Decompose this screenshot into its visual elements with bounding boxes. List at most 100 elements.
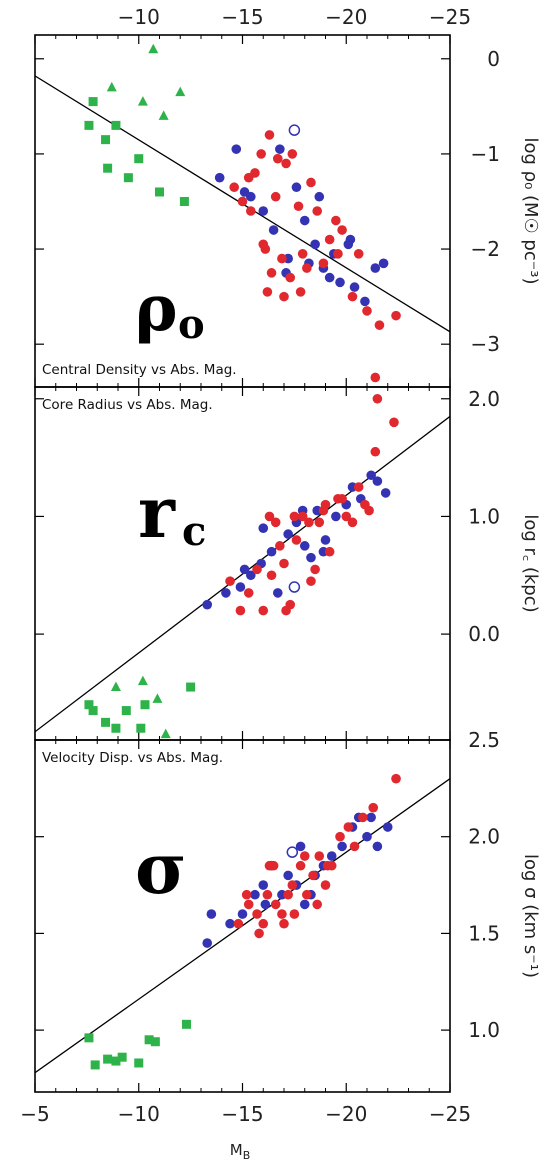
data-point-circle	[304, 517, 314, 528]
data-point-circle	[360, 499, 370, 510]
data-point-circle	[360, 296, 370, 307]
data-point-triangle	[110, 681, 121, 692]
data-point-circle	[362, 306, 372, 316]
y-axis-label: log r꜀ (kpc)	[520, 514, 541, 612]
data-point-circle	[243, 588, 254, 598]
data-point-circle	[333, 249, 343, 259]
data-point-square	[155, 187, 164, 197]
data-point-square	[186, 682, 196, 692]
data-point-circle	[337, 225, 347, 235]
data-point-circle	[324, 546, 335, 557]
data-point-circle	[378, 258, 389, 269]
data-point-circle	[266, 546, 277, 557]
data-point-circle	[281, 605, 291, 616]
data-point-circle	[382, 822, 393, 832]
data-point-circle	[295, 841, 306, 852]
data-point-circle	[243, 899, 254, 910]
data-point-circle	[370, 446, 381, 457]
data-point-circle	[279, 558, 289, 569]
data-point-circle	[391, 310, 401, 321]
data-point-circle	[320, 499, 331, 510]
y-tick-label: −1	[471, 142, 500, 166]
data-point-circle	[252, 564, 262, 575]
data-point-circle	[239, 564, 250, 575]
data-point-circle	[266, 268, 277, 278]
data-point-open	[288, 124, 301, 136]
data-point-circle	[372, 841, 383, 852]
panel-symbol-subscript: o	[178, 301, 205, 348]
data-point-circle	[275, 541, 285, 551]
data-point-circle	[322, 860, 333, 871]
data-point-triangle	[175, 86, 186, 97]
panel-annotation: Central Density vs Abs. Mag.	[42, 362, 237, 378]
data-point-circle	[252, 909, 262, 919]
panel-symbol-subscript: c	[182, 508, 206, 555]
data-points	[84, 393, 399, 739]
data-point-circle	[250, 168, 260, 178]
data-point-circle	[281, 158, 291, 169]
top-axis: −10 −15 −20 −25	[118, 5, 471, 29]
data-point-circle	[331, 511, 341, 522]
data-point-circle	[246, 570, 256, 581]
data-point-circle	[246, 206, 256, 216]
data-point-circle	[235, 582, 246, 592]
bottom-axis: −5 −10 −15 −20 −25 MB	[20, 1102, 471, 1162]
data-point-triangle	[160, 728, 171, 739]
data-point-circle	[314, 851, 325, 861]
data-point-square	[84, 120, 94, 130]
data-point-circle	[268, 225, 279, 235]
y-tick-label: 1.0	[468, 504, 500, 528]
data-point-circle	[233, 918, 244, 929]
y-tick-label: 0.0	[468, 622, 500, 646]
data-point-circle	[374, 320, 385, 330]
x-axis-label: MB	[230, 1141, 251, 1162]
data-point-circle	[320, 880, 331, 890]
data-point-circle	[370, 263, 381, 273]
fit-line	[35, 415, 450, 733]
panel-velocity-dispersion: 2.5 2.0 1.5 1.0 Velocity Disp. vs Abs. Mag. σ…	[34, 728, 541, 1093]
panel-annotation: Velocity Disp. vs Abs. Mag.	[42, 750, 223, 766]
panel-symbol: r	[138, 471, 176, 554]
data-point-circle	[302, 889, 312, 900]
data-point-circle	[202, 938, 213, 948]
data-point-circle	[312, 899, 323, 910]
bottom-x-tick-label: −5	[20, 1102, 49, 1126]
data-point-circle	[310, 239, 320, 250]
data-point-circle	[331, 215, 341, 226]
data-point-circle	[295, 860, 306, 871]
data-point-circle	[314, 191, 325, 202]
data-point-circle	[283, 529, 293, 539]
data-point-circle	[306, 552, 316, 563]
data-point-circle	[293, 201, 304, 212]
bottom-x-tick-label: −10	[118, 1102, 160, 1126]
data-point-circle	[279, 918, 289, 929]
y-tick-label: 0	[487, 47, 500, 71]
data-point-square	[181, 1019, 191, 1029]
data-point-circle	[264, 130, 275, 140]
data-point-circle	[258, 880, 269, 890]
y-tick-label: 1.5	[468, 921, 500, 945]
bottom-x-tick-label: −25	[429, 1102, 471, 1126]
data-point-square	[144, 1035, 154, 1045]
data-point-circle	[349, 282, 360, 292]
data-point-circle	[353, 249, 364, 259]
panel-density: 0 −1 −2 −3 Central Density vs Abs. Mag. ρ o log…	[34, 34, 541, 388]
data-point-circle	[297, 511, 308, 522]
data-point-circle	[258, 239, 269, 250]
data-point-circle	[279, 291, 289, 302]
data-point-square	[111, 120, 121, 130]
data-point-open	[286, 846, 299, 858]
data-point-circle	[299, 215, 310, 226]
data-point-circle	[326, 851, 337, 861]
data-point-circle	[299, 899, 310, 910]
data-point-circle	[256, 149, 266, 159]
data-point-circle	[262, 889, 273, 900]
data-point-square	[103, 163, 113, 173]
data-point-circle	[275, 144, 285, 154]
top-x-tick-label: −10	[118, 5, 160, 29]
data-point-circle	[380, 488, 391, 498]
data-point-triangle	[148, 43, 159, 54]
data-point-circle	[308, 870, 318, 881]
data-point-triangle	[137, 96, 148, 106]
data-point-open	[288, 581, 301, 593]
